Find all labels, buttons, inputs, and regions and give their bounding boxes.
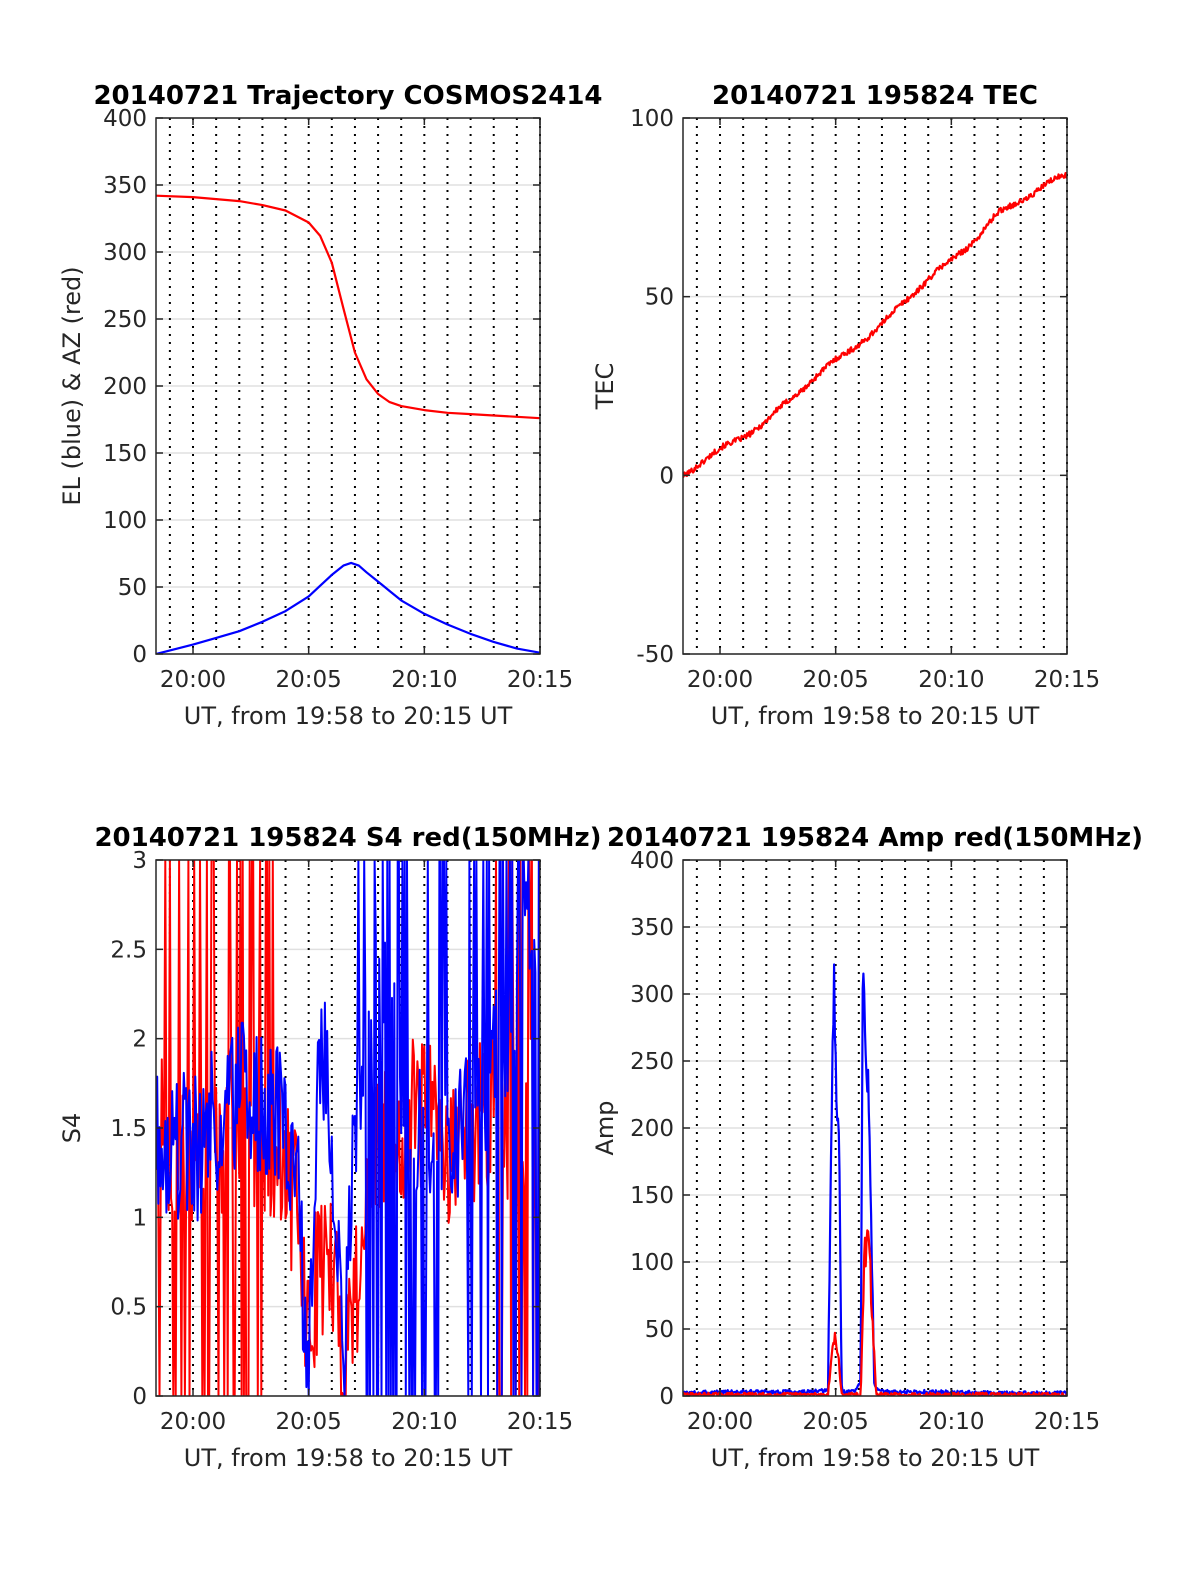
axes-box (682, 117, 1068, 655)
chart-panel-2: -50 0 50 100 20:00 20:05 20:10 20:15 20140721 19… (591, 81, 1100, 730)
x-axis-label: UT, from 19:58 to 20:15 UT (711, 1444, 1040, 1472)
chart-title: 20140721 195824 TEC (712, 81, 1038, 111)
y-axis-label: S4 (58, 1113, 86, 1144)
y-tick-label: 200 (103, 374, 147, 400)
y-tick-label: 400 (630, 848, 674, 874)
x-tick-label: 20:05 (276, 667, 342, 693)
series-line-s4-red (156, 860, 540, 1396)
x-tick-label: 20:15 (1034, 667, 1100, 693)
y-tick-label: 2.5 (110, 937, 147, 963)
x-axis-label: UT, from 19:58 to 20:15 UT (184, 702, 513, 730)
y-tick-label: 0 (132, 1384, 147, 1410)
y-axis-label: EL (blue) & AZ (red) (58, 266, 86, 505)
y-tick-label: 150 (103, 441, 147, 467)
chart-panel-4: 0 50 100 150 200 250 300 350 400 20:00 20:05 20:10 2… (591, 823, 1143, 1472)
y-tick-label: 250 (103, 307, 147, 333)
series-layer (156, 194, 540, 654)
x-tick-label: 20:00 (687, 667, 753, 693)
x-tick-label: 20:10 (391, 667, 457, 693)
x-tick-label: 20:10 (391, 1409, 457, 1435)
y-tick-label: 3 (132, 848, 147, 874)
y-tick-label: 200 (630, 1116, 674, 1142)
x-tick-label: 20:10 (918, 667, 984, 693)
series-layer (683, 171, 1067, 478)
plot-area (683, 118, 1067, 654)
y-tick-label: 50 (645, 285, 674, 311)
x-tick-label: 20:15 (507, 1409, 573, 1435)
x-tick-label: 20:15 (507, 667, 573, 693)
x-axis-label: UT, from 19:58 to 20:15 UT (184, 1444, 513, 1472)
chart-title: 20140721 195824 Amp red(150MHz) (607, 823, 1143, 853)
x-tick-label: 20:00 (687, 1409, 753, 1435)
x-tick-label: 20:05 (803, 1409, 869, 1435)
x-tick-label: 20:15 (1034, 1409, 1100, 1435)
x-tick-label: 20:00 (160, 667, 226, 693)
y-tick-label: 0 (659, 463, 674, 489)
y-tick-label: 100 (630, 1250, 674, 1276)
y-tick-label: 50 (118, 575, 147, 601)
x-axis-label: UT, from 19:58 to 20:15 UT (711, 702, 1040, 730)
series-line-s4-blue (156, 860, 540, 1396)
y-tick-label: 1.5 (110, 1116, 147, 1142)
chart-title: 20140721 Trajectory COSMOS2414 (93, 81, 602, 111)
series-layer (683, 963, 1067, 1396)
y-tick-label: 0 (132, 642, 147, 668)
x-tick-label: 20:05 (803, 667, 869, 693)
y-axis-label: TEC (591, 363, 619, 411)
series-line-el (156, 561, 540, 654)
y-tick-label: 50 (645, 1317, 674, 1343)
y-tick-label: 400 (103, 106, 147, 132)
y-tick-label: 250 (630, 1049, 674, 1075)
series-layer (156, 860, 540, 1396)
y-tick-label: 1 (132, 1205, 147, 1231)
y-tick-label: 350 (630, 915, 674, 941)
chart-title: 20140721 195824 S4 red(150MHz) (94, 823, 601, 853)
series-line-tec (683, 171, 1067, 478)
y-tick-label: 0 (659, 1384, 674, 1410)
y-tick-label: 0.5 (110, 1295, 147, 1321)
series-line-amp-red (683, 1229, 1067, 1396)
y-axis-label: Amp (591, 1100, 619, 1155)
y-tick-label: 350 (103, 173, 147, 199)
y-tick-label: 300 (103, 240, 147, 266)
x-tick-label: 20:10 (918, 1409, 984, 1435)
y-tick-label: 150 (630, 1183, 674, 1209)
y-tick-label: 300 (630, 982, 674, 1008)
y-tick-label: 100 (103, 508, 147, 534)
y-tick-label: -50 (636, 642, 674, 668)
chart-panel-1: 0 50 100 150 200 250 300 350 400 20:00 20:05 20:10 2… (58, 81, 603, 730)
x-tick-label: 20:05 (276, 1409, 342, 1435)
series-line-az (156, 194, 540, 420)
y-tick-label: 100 (630, 106, 674, 132)
chart-panel-3: 0 0.5 1 1.5 2 2.5 3 20:00 20:05 20:10 20:15 2014072… (58, 823, 602, 1472)
y-tick-label: 2 (132, 1027, 147, 1053)
x-tick-label: 20:00 (160, 1409, 226, 1435)
